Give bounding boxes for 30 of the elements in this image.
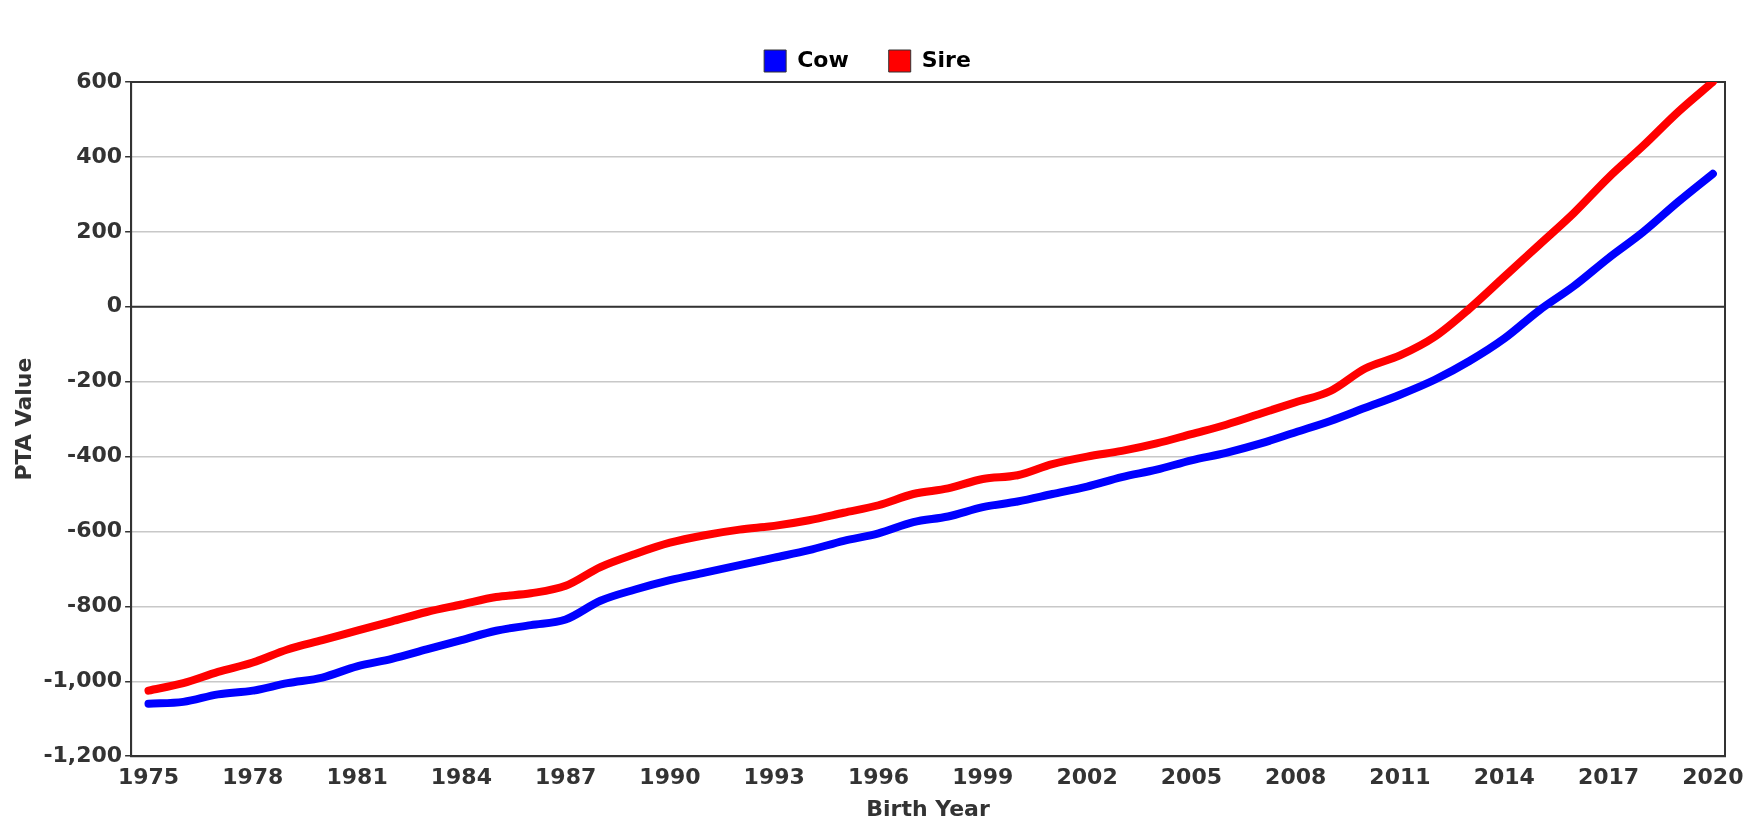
y-tick-label: 0 (106, 292, 123, 318)
x-tick-label: 1981 (326, 764, 388, 790)
y-tick-label: -1,000 (43, 667, 123, 693)
x-tick-label: 1978 (222, 764, 284, 790)
y-tick-label: 600 (76, 67, 123, 93)
x-tick-label: 1999 (952, 764, 1014, 790)
x-tick-label: 2017 (1577, 764, 1640, 790)
x-tick-label: 1987 (535, 764, 597, 790)
legend-label: Cow (797, 46, 849, 72)
x-axis-title: Birth Year (866, 795, 990, 821)
x-tick-label: 1993 (743, 764, 805, 790)
y-tick-label: -600 (67, 517, 123, 543)
x-tick-label: 1990 (639, 764, 701, 790)
y-tick-label: 200 (76, 217, 123, 243)
y-tick-label: -800 (67, 592, 123, 618)
x-tick-label: 1996 (847, 764, 910, 790)
x-tick-label: 2020 (1682, 764, 1744, 790)
x-tick-label: 2011 (1369, 764, 1431, 790)
y-tick-label: 400 (76, 142, 123, 168)
y-tick-label: -200 (67, 367, 123, 393)
y-tick-label: -400 (67, 442, 123, 468)
x-tick-label: 2002 (1056, 764, 1118, 790)
x-tick-label: 1975 (117, 764, 180, 790)
x-tick-label: 2005 (1160, 764, 1223, 790)
x-tick-label: 2008 (1265, 764, 1327, 790)
y-tick-label: -1,200 (43, 741, 123, 767)
x-tick-label: 2014 (1473, 764, 1535, 790)
legend-label: Sire (921, 46, 971, 72)
x-tick-label: 1984 (430, 764, 492, 790)
y-axis-title: PTA Value (10, 357, 36, 481)
